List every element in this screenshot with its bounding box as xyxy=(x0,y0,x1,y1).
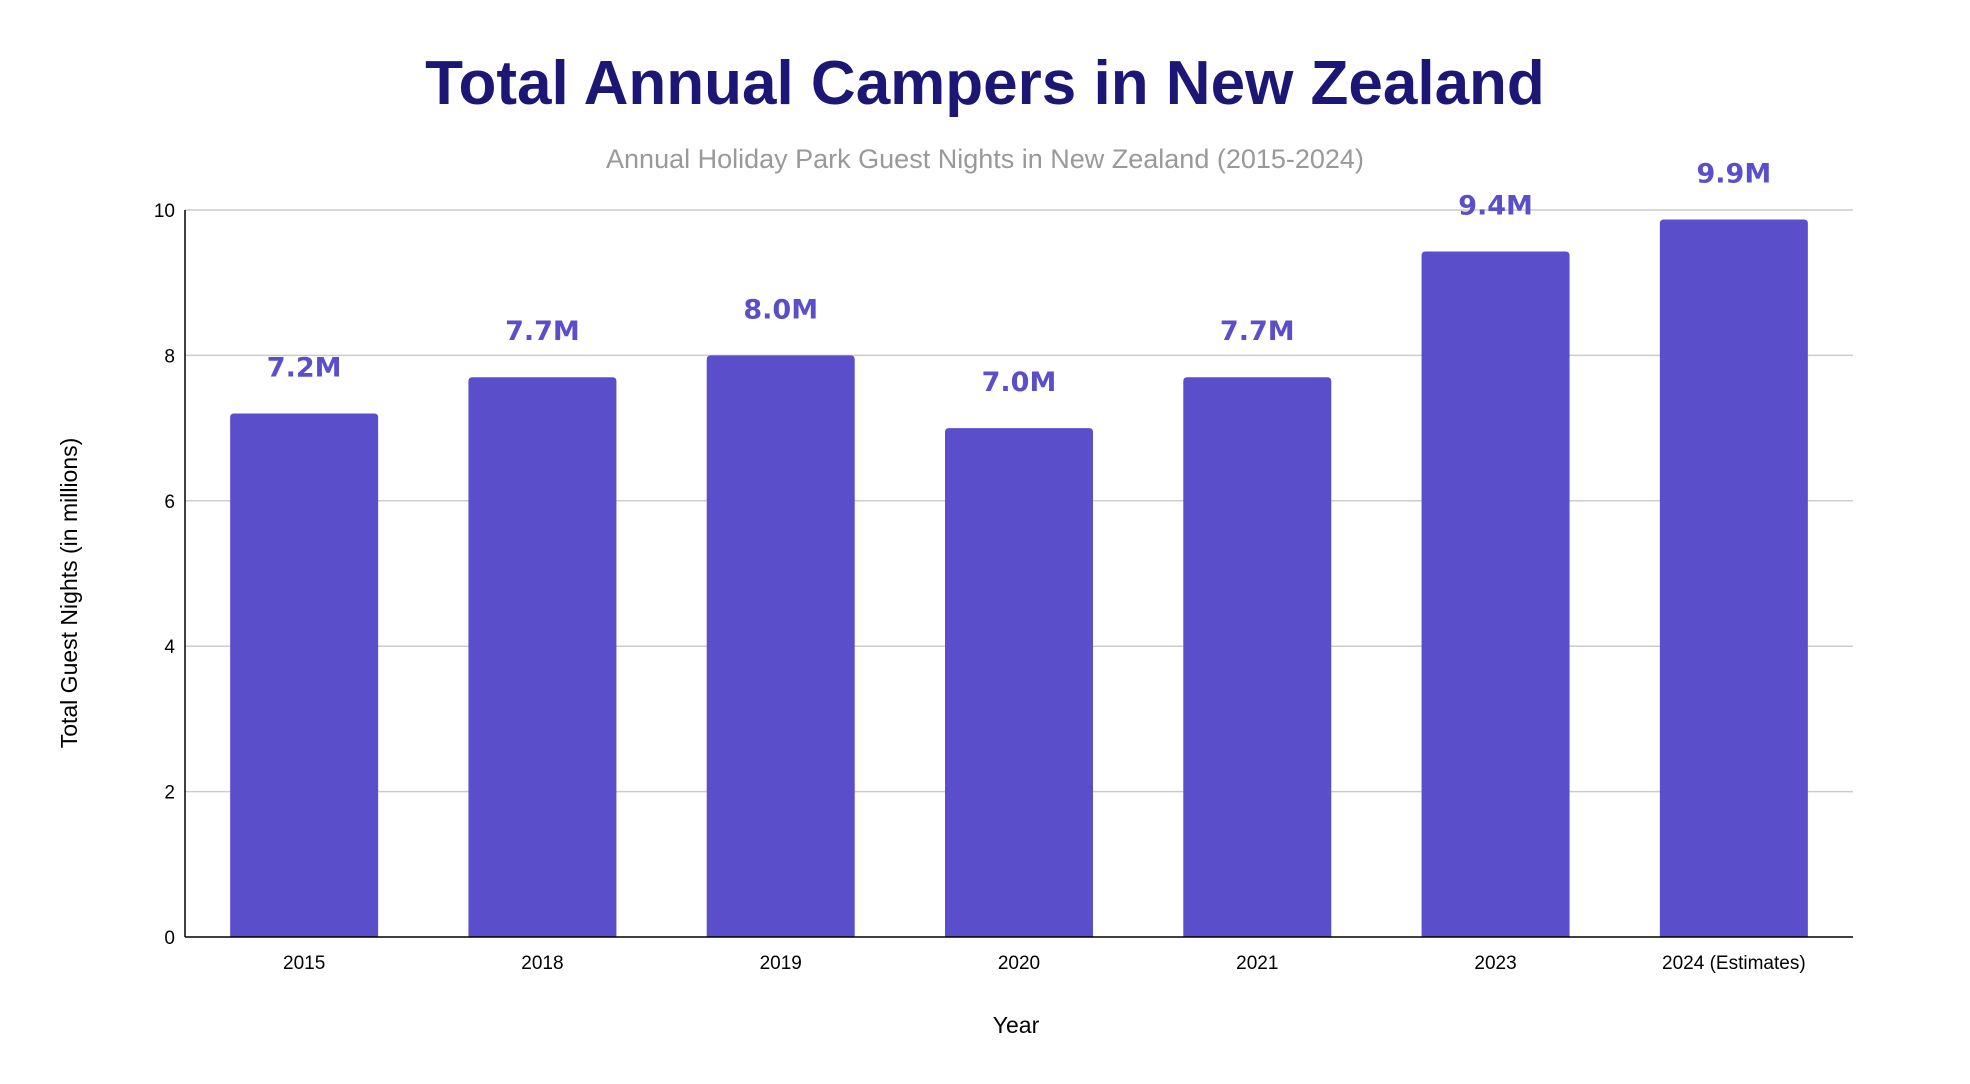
x-axis-title: Year xyxy=(993,1012,1040,1038)
y-tick-label: 6 xyxy=(164,492,175,513)
data-labels: 7.2M 7.7M 8.0M 7.0M 7.7M 9.4M 9.9M xyxy=(267,158,1771,398)
y-tick-label: 4 xyxy=(164,637,175,658)
y-tick-label: 2 xyxy=(164,783,175,804)
chart-subtitle: Annual Holiday Park Guest Nights in New … xyxy=(606,144,1364,174)
bar-value-label: 7.7M xyxy=(1220,316,1295,347)
bar xyxy=(1421,251,1570,938)
y-axis-ticks: 0 2 4 6 8 10 xyxy=(154,201,176,949)
bar xyxy=(945,428,1093,937)
bar xyxy=(1183,377,1332,938)
y-tick-label: 10 xyxy=(154,201,175,222)
y-axis-title: Total Guest Nights (in millions) xyxy=(56,438,82,749)
bar-value-label: 7.0M xyxy=(982,367,1057,398)
bar xyxy=(706,355,855,937)
x-tick-label: 2023 xyxy=(1474,953,1516,974)
x-tick-label: 2015 xyxy=(283,953,325,974)
bar-value-label: 7.2M xyxy=(267,353,342,384)
y-tick-label: 0 xyxy=(164,928,175,949)
x-axis-ticks: 2015 2018 2019 2020 2021 2023 2024 (Estimates) xyxy=(283,953,1806,974)
bar-value-label: 7.7M xyxy=(505,316,580,347)
bar-value-label: 8.0M xyxy=(743,294,818,325)
y-tick-label: 8 xyxy=(164,346,175,367)
bar xyxy=(230,413,379,937)
bar-value-label: 9.4M xyxy=(1458,190,1533,221)
x-tick-label: 2024 (Estimates) xyxy=(1662,953,1806,974)
bar xyxy=(468,377,617,938)
x-tick-label: 2019 xyxy=(760,953,802,974)
bar-value-label: 9.9M xyxy=(1697,158,1772,189)
chart-title: Total Annual Campers in New Zealand xyxy=(425,49,1545,118)
bar xyxy=(1659,219,1808,938)
x-tick-label: 2018 xyxy=(521,953,563,974)
x-tick-label: 2020 xyxy=(998,953,1040,974)
bars xyxy=(230,219,1808,938)
x-tick-label: 2021 xyxy=(1236,953,1278,974)
axes xyxy=(184,210,1853,938)
